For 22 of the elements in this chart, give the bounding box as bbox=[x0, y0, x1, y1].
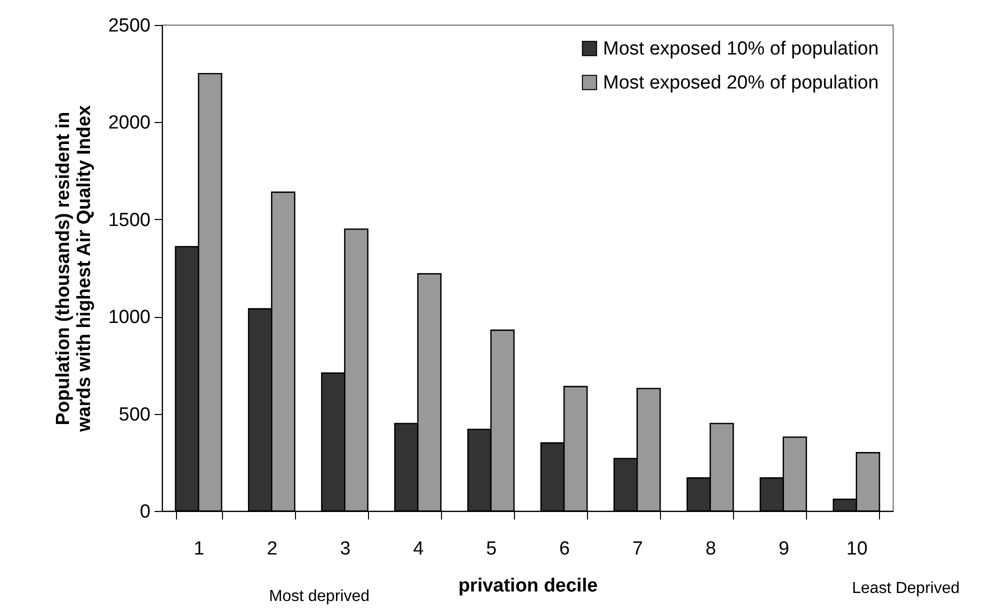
x-tick-label: 7 bbox=[632, 538, 643, 560]
y-tick-label: 2000 bbox=[108, 112, 150, 134]
x-tick-label: 3 bbox=[340, 538, 351, 560]
x-tick-label: 8 bbox=[705, 538, 716, 560]
y-tick-label: 500 bbox=[118, 404, 150, 426]
x-tick-label: 10 bbox=[846, 538, 868, 560]
y-tick-label: 0 bbox=[140, 502, 150, 522]
y-tick-label: 1500 bbox=[108, 210, 150, 231]
x-tick-label: 2 bbox=[266, 538, 278, 560]
x-tick-label: 6 bbox=[559, 538, 570, 560]
y-tick-label: 2500 bbox=[108, 16, 150, 36]
legend-label: Most exposed 10% of population bbox=[603, 38, 879, 60]
legend-label: Most exposed 20% of population bbox=[603, 72, 879, 94]
text: Most deprived bbox=[269, 588, 370, 606]
x-axis-title: privation decile bbox=[458, 576, 598, 596]
x-tick-label: 4 bbox=[413, 538, 424, 560]
text: Least Deprived bbox=[852, 580, 960, 598]
x-tick-label: 9 bbox=[778, 538, 790, 560]
x-tick-label: 1 bbox=[194, 538, 204, 560]
y-tick-label: 1000 bbox=[108, 307, 150, 328]
y-axis-title: Population (thousands) resident in wards with highest Air Quality Index bbox=[53, 104, 96, 433]
x-tick-label: 5 bbox=[486, 538, 497, 560]
